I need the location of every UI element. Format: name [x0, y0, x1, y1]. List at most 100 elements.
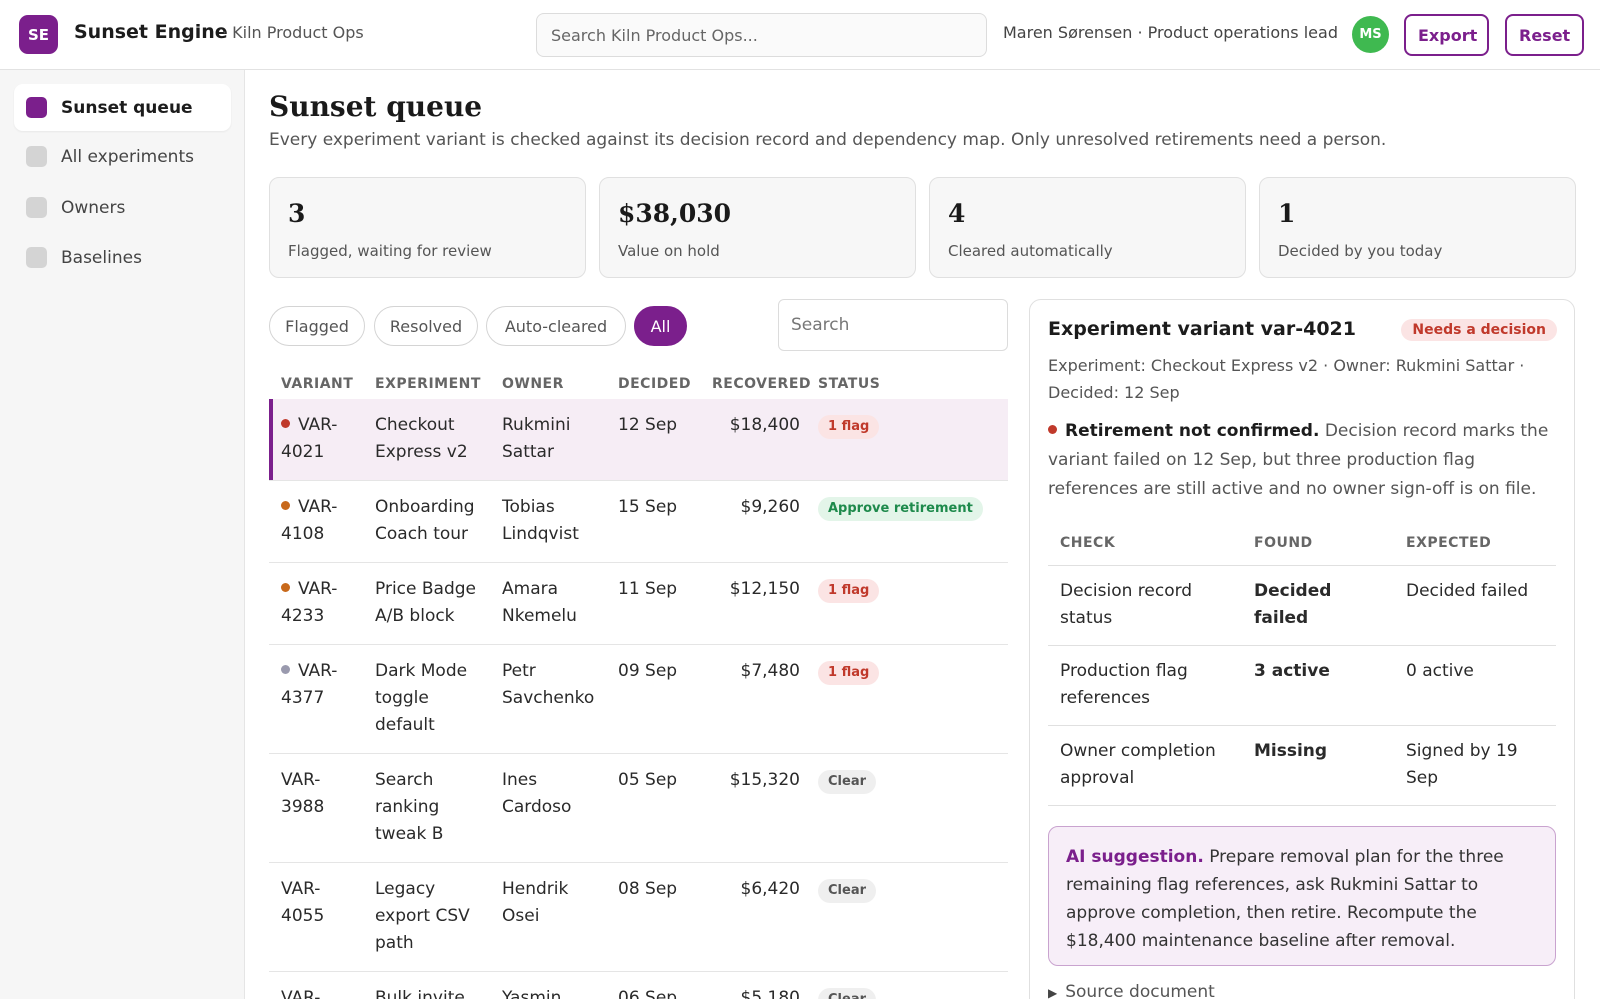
stat-card-flagged: 3 Flagged, waiting for review — [269, 177, 586, 278]
page-subtitle: Every experiment variant is checked agai… — [269, 130, 1387, 150]
table-row[interactable]: VAR-4108 Onboarding Coach tour Tobias Lind… — [269, 480, 1008, 563]
experiment-cell: Price Badge A/B block — [363, 562, 490, 645]
check-name: Production flag references — [1048, 645, 1242, 726]
table-row[interactable]: VAR-4021 Checkout Express v2 Rukmini Satta… — [269, 399, 1008, 481]
stat-value: 1 — [1278, 199, 1296, 228]
sidebar-item-baselines[interactable]: Baselines — [14, 234, 231, 281]
status-badge: Clear — [818, 988, 876, 999]
decided-cell: 15 Sep — [606, 480, 700, 563]
filter-flagged[interactable]: Flagged — [269, 306, 365, 346]
app-logo: SE — [19, 15, 58, 54]
experiment-cell-text: Search ranking tweak B — [375, 770, 444, 844]
recovered-cell: $6,420 — [700, 862, 806, 972]
status-cell: Approve retirement — [806, 480, 1008, 563]
status-badge: Clear — [818, 770, 876, 794]
table-row[interactable]: VAR-4377 Dark Mode toggle default Petr Sav… — [269, 644, 1008, 754]
status-cell: 1 flag — [806, 399, 1008, 481]
column-header-status[interactable]: STATUS — [818, 375, 881, 392]
status-dot-icon — [281, 583, 290, 592]
owner-cell: Hendrik Osei — [490, 862, 606, 972]
stat-label: Value on hold — [618, 242, 720, 260]
status-cell: 1 flag — [806, 644, 1008, 754]
recovered-cell-text: $15,320 — [729, 770, 800, 790]
status-dot-icon — [281, 419, 290, 428]
experiment-cell-text: Checkout Express v2 — [375, 415, 468, 462]
export-button[interactable]: Export — [1404, 14, 1489, 56]
status-cell: Clear — [806, 862, 1008, 972]
column-header-decided[interactable]: DECIDED — [618, 375, 691, 392]
decided-cell: 05 Sep — [606, 753, 700, 863]
avatar[interactable]: MS — [1352, 16, 1389, 53]
variant-cell: VAR-4377 — [269, 644, 363, 754]
detail-message-title: Retirement not confirmed. — [1065, 421, 1320, 441]
experiment-cell: Bulk invite — [363, 971, 490, 999]
source-document-label: Source document — [1065, 982, 1215, 999]
stat-label: Cleared automatically — [948, 242, 1113, 260]
experiment-cell-text: Price Badge A/B block — [375, 579, 476, 626]
owner-cell-text: Amara Nkemelu — [502, 579, 577, 626]
source-document-toggle[interactable]: ▶ Source document — [1048, 982, 1215, 999]
recovered-cell: $15,320 — [700, 753, 806, 863]
page-title: Sunset queue — [269, 90, 483, 123]
sidebar-item-sunset-queue[interactable]: Sunset queue — [14, 84, 231, 131]
caret-right-icon: ▶ — [1048, 986, 1058, 999]
owner-cell-text: Ines Cardoso — [502, 770, 572, 817]
stat-value: 4 — [948, 199, 966, 228]
reset-button[interactable]: Reset — [1505, 14, 1584, 56]
owner-cell: Petr Savchenko — [490, 644, 606, 754]
column-header-expected: EXPECTED — [1394, 522, 1556, 566]
check-found: 3 active — [1242, 645, 1394, 726]
variant-cell-text: VAR-4021 — [281, 415, 338, 462]
column-header-variant[interactable]: VARIANT — [281, 375, 354, 392]
decided-cell-text: 12 Sep — [618, 415, 678, 435]
sidebar-item-label: Owners — [61, 197, 126, 218]
variant-detail-panel: Experiment variant var-4021 Needs a deci… — [1029, 299, 1575, 999]
variant-cell-text: VAR- — [281, 988, 321, 999]
sidebar-item-all-experiments[interactable]: All experiments — [14, 133, 231, 180]
table-row[interactable]: VAR-3988 Search ranking tweak B Ines Cardo… — [269, 753, 1008, 863]
status-cell: 1 flag — [806, 562, 1008, 645]
column-header-owner[interactable]: OWNER — [502, 375, 564, 392]
check-expected: Decided failed — [1394, 565, 1556, 646]
check-expected: 0 active — [1394, 645, 1556, 726]
global-search-input[interactable] — [536, 13, 987, 57]
filter-all[interactable]: All — [634, 306, 687, 346]
status-badge[interactable]: Approve retirement — [818, 497, 983, 521]
decided-cell: 09 Sep — [606, 644, 700, 754]
status-cell: Clear — [806, 971, 1008, 999]
experiments-icon — [26, 146, 47, 167]
column-header-recovered[interactable]: RECOVERED — [712, 375, 812, 392]
stat-card-cleared: 4 Cleared automatically — [929, 177, 1246, 278]
owners-icon — [26, 197, 47, 218]
variant-cell: VAR-4108 — [269, 480, 363, 563]
filter-auto-cleared[interactable]: Auto-cleared — [486, 306, 626, 346]
queue-search-input[interactable] — [778, 299, 1008, 351]
sidebar-item-label: All experiments — [61, 146, 194, 167]
table-row[interactable]: VAR-4055 Legacy export CSV path Hendrik Os… — [269, 862, 1008, 972]
stat-value: 3 — [288, 199, 306, 228]
ai-suggestion-label: AI suggestion. — [1066, 847, 1204, 867]
stat-card-decided-today: 1 Decided by you today — [1259, 177, 1576, 278]
decided-cell: 08 Sep — [606, 862, 700, 972]
sidebar-item-owners[interactable]: Owners — [14, 184, 231, 231]
experiment-cell-text: Legacy export CSV path — [375, 879, 470, 953]
status-badge: Needs a decision — [1401, 319, 1557, 341]
column-header-experiment[interactable]: EXPERIMENT — [375, 375, 481, 392]
variant-cell-text: VAR-3988 — [281, 770, 325, 817]
check-row: Owner completion approval Missing Signed b… — [1048, 725, 1556, 806]
variant-cell-text: VAR-4108 — [281, 497, 338, 544]
top-bar: SE Sunset Engine · Kiln Product Ops Mare… — [0, 0, 1600, 70]
ai-suggestion-text: Prepare removal plan for the three remai… — [1066, 847, 1504, 951]
stat-card-value-on-hold: $38,030 Value on hold — [599, 177, 916, 278]
recovered-cell-text: $18,400 — [729, 415, 800, 435]
status-badge: 1 flag — [818, 415, 880, 439]
recovered-cell: $9,260 — [700, 480, 806, 563]
variant-cell: VAR-4233 — [269, 562, 363, 645]
sidebar: Sunset queue All experiments Owners Base… — [0, 70, 245, 999]
app-name: Sunset Engine — [74, 21, 228, 43]
table-row[interactable]: VAR-4233 Price Badge A/B block Amara Nkeme… — [269, 562, 1008, 645]
filter-resolved[interactable]: Resolved — [374, 306, 478, 346]
owner-cell: Yasmin — [490, 971, 606, 999]
table-row[interactable]: VAR- Bulk invite Yasmin 06 Sep $5,180 Clear — [269, 971, 1008, 999]
stat-label: Decided by you today — [1278, 242, 1443, 260]
